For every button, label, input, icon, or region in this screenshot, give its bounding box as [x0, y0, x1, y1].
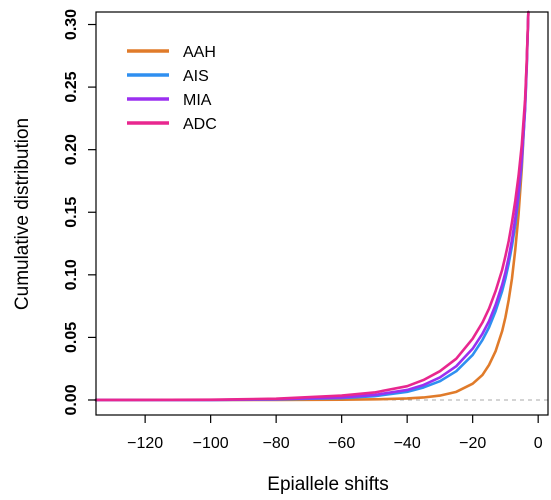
series-line-ais: [94, 10, 530, 402]
y-tick-label: 0.30: [63, 9, 80, 40]
legend-label-aah: AAH: [183, 44, 216, 61]
series-line-mia: [94, 10, 530, 402]
y-tick-label: 0.00: [63, 384, 80, 415]
y-tick-label: 0.10: [63, 259, 80, 290]
y-tick-label: 0.05: [63, 322, 80, 353]
plot-area: [94, 10, 549, 416]
x-tick-label: 0: [534, 435, 543, 452]
y-tick-label: 0.25: [63, 71, 80, 102]
legend-label-adc: ADC: [183, 116, 217, 133]
x-tick-label: −100: [193, 435, 229, 452]
x-tick-label: −80: [263, 435, 290, 452]
x-tick-label: −20: [459, 435, 486, 452]
plot-frame: [95, 11, 549, 416]
series-line-aah: [94, 10, 530, 402]
legend-label-mia: MIA: [183, 92, 212, 109]
x-axis: −120 −100 −80 −60 −40 −20 0: [127, 415, 543, 452]
y-axis-label: Cumulative distribution: [12, 118, 33, 310]
legend: AAH AIS MIA ADC: [127, 44, 217, 133]
x-axis-label: Epiallele shifts: [267, 474, 388, 495]
series-line-adc: [94, 10, 530, 402]
x-tick-label: −40: [394, 435, 421, 452]
x-tick-label: −60: [328, 435, 355, 452]
y-axis: 0.00 0.05 0.10 0.15 0.20 0.25 0.30: [63, 9, 96, 416]
x-tick-label: −120: [127, 435, 163, 452]
y-tick-label: 0.15: [63, 197, 80, 228]
legend-label-ais: AIS: [183, 68, 209, 85]
y-tick-label: 0.20: [63, 134, 80, 165]
